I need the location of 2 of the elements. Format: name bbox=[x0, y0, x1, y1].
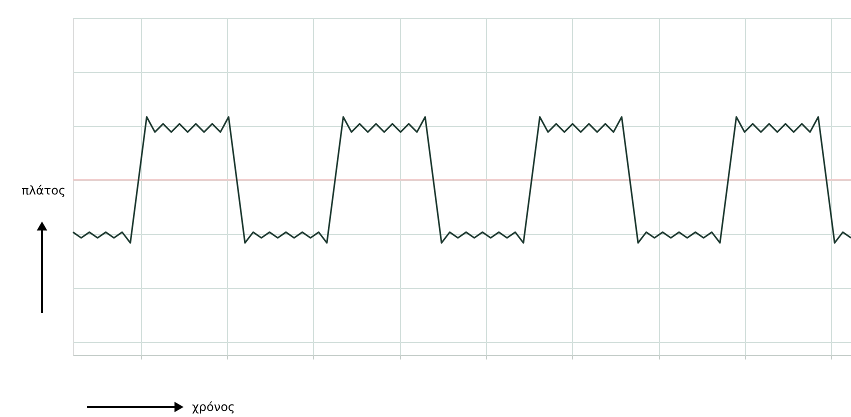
y-axis-title: πλάτος bbox=[22, 184, 66, 198]
text: χρόνος bbox=[192, 400, 235, 414]
